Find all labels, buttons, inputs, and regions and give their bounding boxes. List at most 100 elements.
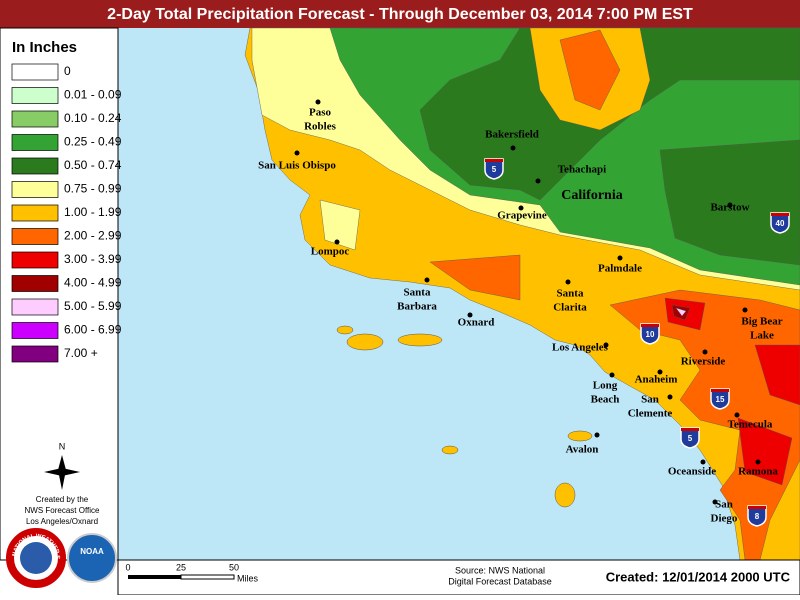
highway-band xyxy=(771,213,789,216)
legend: 0 0.01 - 0.09 0.10 - 0.24 0.25 - 0.49 0.50 -… xyxy=(11,63,122,363)
place-label: Oceanside xyxy=(668,466,716,478)
place-label: Clarita xyxy=(553,302,587,314)
noaa-text: NOAA xyxy=(80,547,104,556)
title-bar xyxy=(0,0,800,28)
legend-swatch xyxy=(11,157,59,175)
highway-shield xyxy=(640,323,660,345)
legend-label: 0.10 - 0.24 xyxy=(64,111,122,125)
created: Created: 12/01/2014 2000 UTC xyxy=(606,569,791,584)
legend-swatch xyxy=(11,251,59,269)
legend-label: 0.75 - 0.99 xyxy=(64,182,122,196)
place-label: Anaheim xyxy=(635,374,678,386)
precip-area xyxy=(754,344,800,406)
legend-label: 0.01 - 0.09 xyxy=(64,88,122,102)
precip-area xyxy=(675,307,687,317)
place-dot xyxy=(334,239,340,245)
place-label: Diego xyxy=(711,513,738,525)
precip-area xyxy=(429,254,521,301)
legend-label: 3.00 - 3.99 xyxy=(64,252,122,266)
place-label: Oxnard xyxy=(458,317,495,329)
place-dot xyxy=(727,202,733,208)
highway-band xyxy=(485,159,503,162)
place-label: Temecula xyxy=(728,419,773,431)
source-line: Digital Forecast Database xyxy=(448,576,552,586)
legend-swatch xyxy=(11,63,59,81)
place-dot xyxy=(535,178,541,184)
highway-shield xyxy=(747,505,767,527)
legend-swatch xyxy=(11,322,59,339)
legend-swatch xyxy=(11,298,59,316)
legend-swatch xyxy=(11,181,59,198)
precip-area xyxy=(737,417,793,486)
highway-band xyxy=(711,389,729,392)
island xyxy=(336,325,354,335)
place-label: Santa xyxy=(557,288,584,300)
place-label: Palmdale xyxy=(598,263,642,275)
compass: N xyxy=(44,441,80,490)
highway-shield xyxy=(680,427,700,449)
legend-label: 0.50 - 0.74 xyxy=(64,158,122,172)
legend-label: 2.00 - 2.99 xyxy=(64,229,122,243)
legend-label: 0.25 - 0.49 xyxy=(64,135,122,149)
place-dot xyxy=(712,499,718,505)
legend-label: 7.00 + xyxy=(64,346,98,360)
place-dot xyxy=(510,145,516,151)
legend-panel xyxy=(0,27,119,561)
place-label: Lompoc xyxy=(311,246,350,258)
noaa-logo: NOAA xyxy=(67,533,117,583)
legend-swatch xyxy=(11,345,59,363)
place-label: San xyxy=(715,499,733,511)
credit-line: Los Angeles/Oxnard xyxy=(26,517,98,526)
place-label: Avalon xyxy=(566,444,599,456)
place-label: Robles xyxy=(304,121,337,133)
source-line: Source: NWS National xyxy=(455,565,545,575)
place-label: Bakersfield xyxy=(485,129,539,141)
place-label: Grapevine xyxy=(497,210,547,222)
scale-unit: Miles xyxy=(237,573,259,583)
place-label: Paso xyxy=(309,107,332,119)
highway-label: 40 xyxy=(776,219,785,228)
scale-label: 0 xyxy=(125,562,130,572)
place-dot xyxy=(609,372,615,378)
place-dot xyxy=(667,394,673,400)
place-dot xyxy=(565,279,571,285)
island xyxy=(397,333,443,347)
precip-area xyxy=(609,289,800,561)
place-dot xyxy=(742,307,748,313)
highway-label: 5 xyxy=(492,165,497,174)
credits: Created by the NWS Forecast Office Los Ang… xyxy=(25,495,101,526)
scale-label: 50 xyxy=(229,562,239,572)
legend-label: 6.00 - 6.99 xyxy=(64,323,122,337)
highway-shield xyxy=(770,212,790,234)
island xyxy=(346,333,384,351)
legend-swatch xyxy=(11,87,59,104)
place-label: Long xyxy=(593,380,618,392)
legend-label: 1.00 - 1.99 xyxy=(64,205,122,219)
precip-area xyxy=(559,29,621,111)
credit-line: Created by the xyxy=(36,495,89,504)
island xyxy=(567,430,593,442)
place-dot xyxy=(702,349,708,355)
place-label: Ramona xyxy=(738,466,778,478)
legend-title: In Inches xyxy=(12,39,77,56)
island xyxy=(554,482,576,508)
highway-label: 15 xyxy=(716,395,725,404)
place-dot xyxy=(755,459,761,465)
place-label: San Luis Obispo xyxy=(258,160,336,172)
compass-label: N xyxy=(59,441,66,451)
place-label: Beach xyxy=(591,394,620,406)
highway-shield xyxy=(710,388,730,410)
place-dot xyxy=(700,459,706,465)
state-label: California xyxy=(561,188,622,203)
place-dot xyxy=(603,342,609,348)
place-dot xyxy=(518,205,524,211)
legend-swatch xyxy=(11,204,59,222)
place-dot xyxy=(315,99,321,105)
highway-label: 5 xyxy=(688,434,693,443)
scale-label: 25 xyxy=(176,562,186,572)
title: 2-Day Total Precipitation Forecast - Thr… xyxy=(107,6,693,23)
highway-label: 10 xyxy=(646,330,655,339)
